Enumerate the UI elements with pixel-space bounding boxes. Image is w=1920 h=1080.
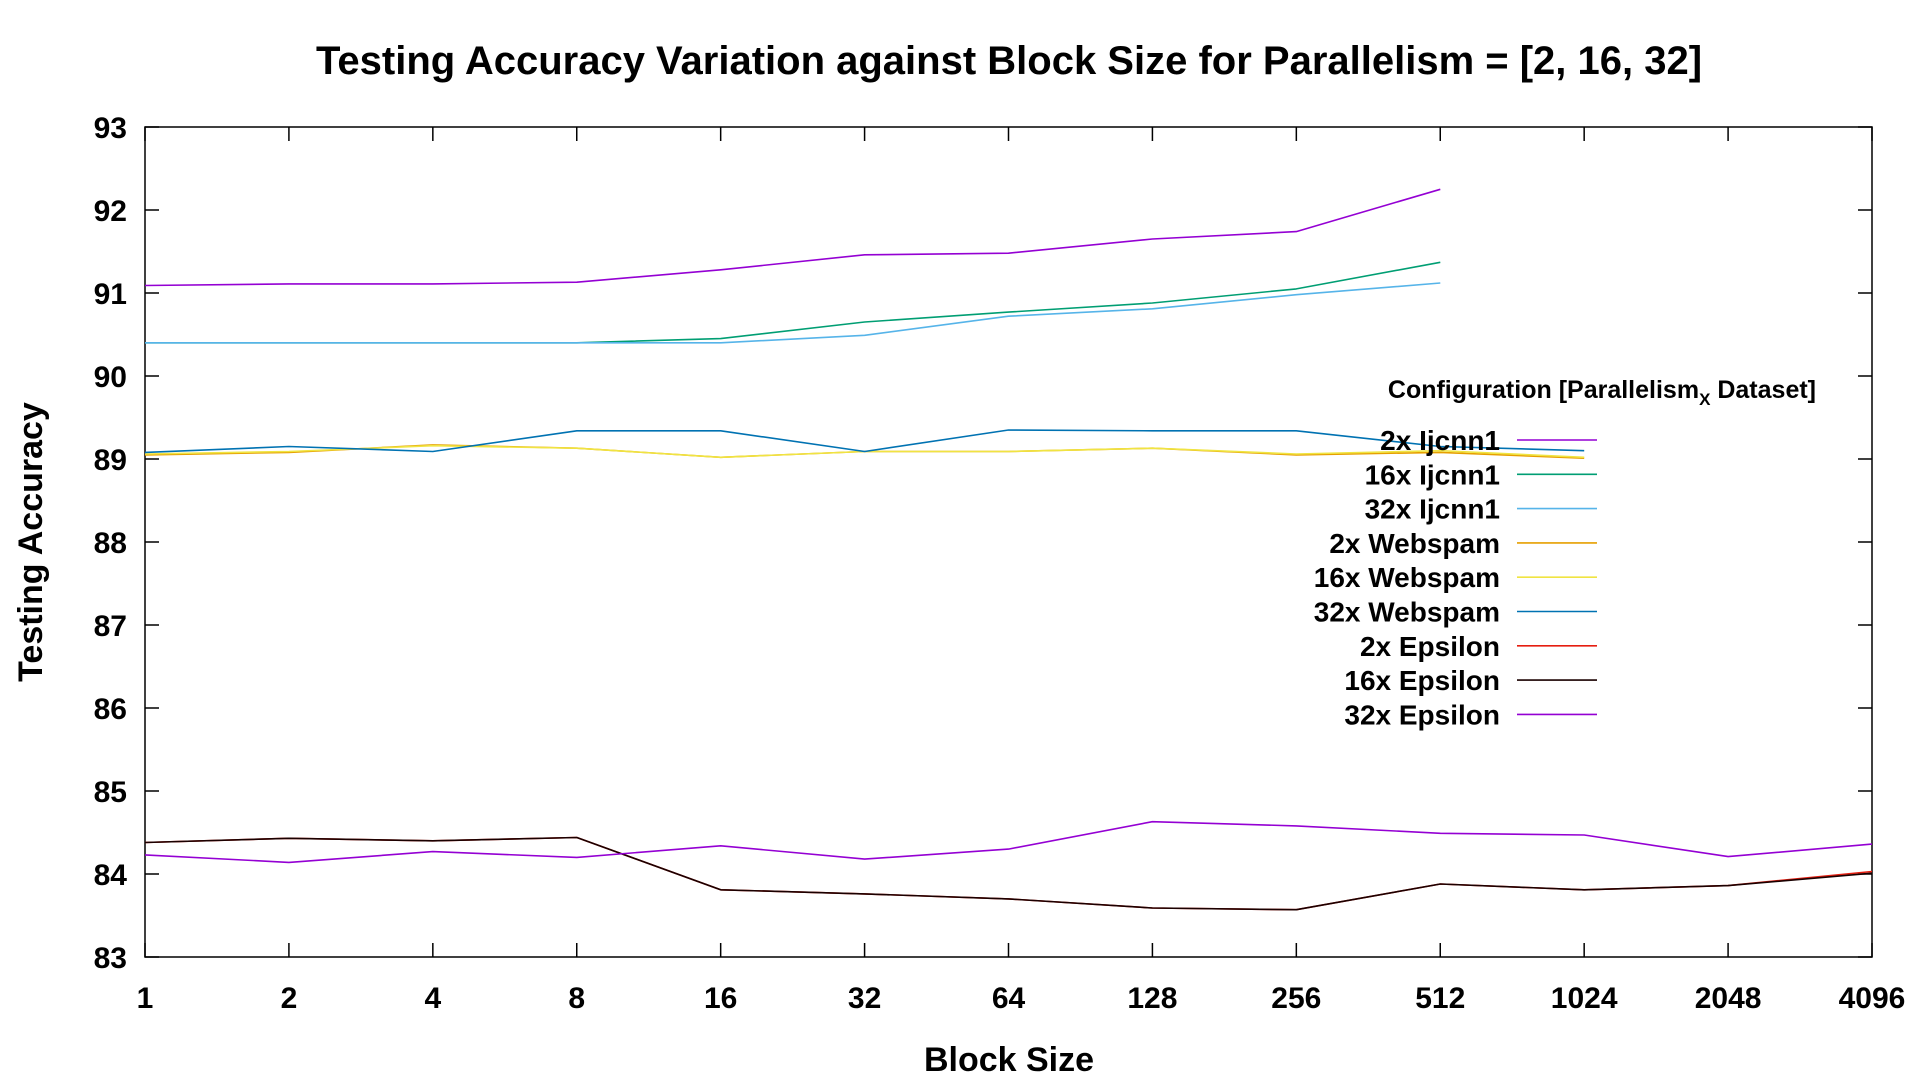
series-line-32x-webspam <box>144 429 1585 454</box>
y-tick-label: 92 <box>94 195 127 228</box>
y-tick-label: 86 <box>94 693 127 726</box>
legend-label-16x-webspam: 16x Webspam <box>1314 562 1500 593</box>
y-tick-label: 83 <box>94 942 127 975</box>
legend-label-2x-ijcnn1: 2x Ijcnn1 <box>1380 425 1500 456</box>
y-tick-label: 91 <box>94 278 127 311</box>
x-tick-label: 2 <box>281 982 298 1015</box>
y-tick-label: 87 <box>94 610 127 643</box>
legend: Configuration [ParallelismX Dataset] 2x … <box>1314 376 1816 730</box>
series-line-16x-epsilon <box>144 836 1873 911</box>
x-tick-label: 4 <box>424 982 441 1015</box>
chart-title: Testing Accuracy Variation against Block… <box>316 39 1702 83</box>
x-tick-label: 512 <box>1415 982 1465 1015</box>
x-axis-label: Block Size <box>924 1041 1094 1079</box>
x-tick-label: 1024 <box>1551 982 1618 1015</box>
legend-title-tail: Dataset] <box>1710 376 1816 404</box>
legend-label-2x-webspam: 2x Webspam <box>1329 528 1500 559</box>
legend-label-16x-epsilon: 16x Epsilon <box>1344 665 1500 696</box>
y-tick-label: 88 <box>94 527 127 560</box>
y-tick-label: 85 <box>94 776 127 809</box>
x-tick-label: 4096 <box>1839 982 1906 1015</box>
ticks-layer: 83 84 85 86 87 88 89 90 91 92 93 1 2 4 8 16 32 64 128 256 51… <box>94 112 1906 1015</box>
series-line-2x-ijcnn1 <box>144 188 1441 287</box>
legend-title: Configuration [ParallelismX Dataset] <box>1388 376 1816 409</box>
x-tick-label: 16 <box>704 982 737 1015</box>
x-tick-label: 64 <box>992 982 1026 1015</box>
y-axis-label: Testing Accuracy <box>12 402 50 682</box>
y-tick-label: 84 <box>94 859 128 892</box>
legend-title-main: Configuration [Parallelism <box>1388 376 1699 404</box>
series-line-32x-epsilon <box>144 820 1873 864</box>
plot-border <box>144 126 1873 958</box>
series-line-32x-ijcnn1 <box>145 282 1441 344</box>
legend-label-32x-ijcnn1: 32x Ijcnn1 <box>1365 494 1500 525</box>
y-tick-label: 90 <box>94 361 127 394</box>
y-tick-label: 93 <box>94 112 127 145</box>
x-tick-label: 8 <box>568 982 585 1015</box>
legend-title-sub: X <box>1699 390 1711 409</box>
plot-frame <box>144 126 1873 958</box>
legend-label-16x-ijcnn1: 16x Ijcnn1 <box>1365 459 1500 490</box>
x-tick-label: 256 <box>1271 982 1321 1015</box>
x-tick-label: 128 <box>1127 982 1177 1015</box>
series-line-16x-ijcnn1 <box>145 261 1441 344</box>
x-tick-label: 2048 <box>1695 982 1762 1015</box>
legend-label-2x-epsilon: 2x Epsilon <box>1360 631 1500 662</box>
legend-label-32x-webspam: 32x Webspam <box>1314 597 1500 628</box>
x-tick-label: 1 <box>137 982 154 1015</box>
y-tick-label: 89 <box>94 444 127 477</box>
series-layer <box>144 188 1873 911</box>
legend-label-32x-epsilon: 32x Epsilon <box>1344 699 1500 730</box>
x-tick-label: 32 <box>848 982 881 1015</box>
